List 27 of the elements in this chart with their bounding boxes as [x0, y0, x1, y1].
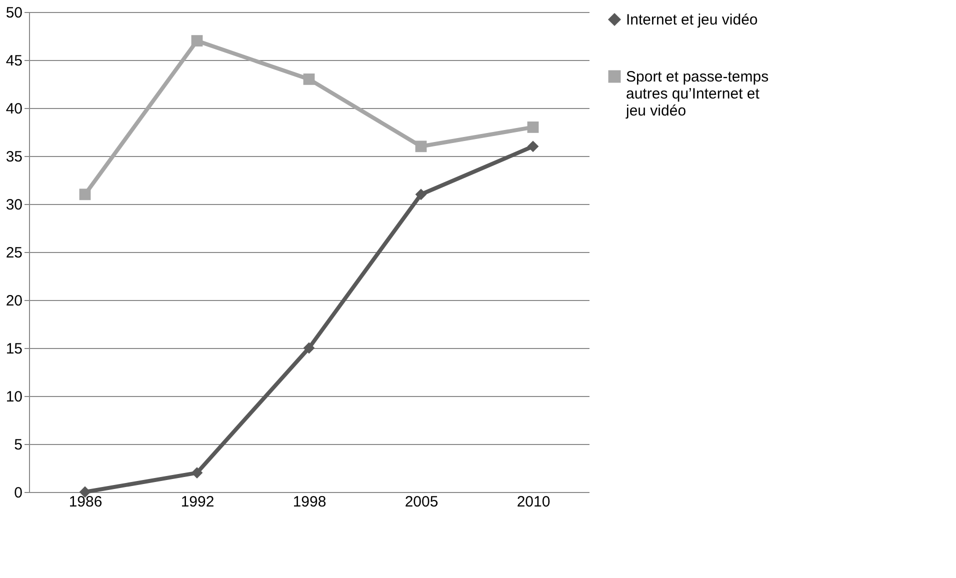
x-tick-label: 2005 [404, 494, 438, 510]
y-tick-label: 5 [14, 436, 22, 454]
y-tick-label: 0 [14, 484, 22, 502]
x-tick-label: 2010 [516, 494, 550, 510]
point [303, 74, 315, 85]
y-tick-label: 20 [6, 292, 22, 310]
point [527, 140, 539, 152]
y-tick-label: 30 [6, 196, 22, 214]
point [527, 122, 539, 133]
point [303, 342, 315, 354]
y-tick-label: 50 [6, 4, 22, 22]
point [191, 35, 203, 46]
x-tick-label: 1986 [68, 494, 102, 510]
y-tick-label: 10 [6, 388, 22, 406]
point [79, 188, 91, 200]
y-tick-label: 45 [6, 52, 22, 70]
point [415, 188, 427, 200]
legend-label: Internet et jeu vidéo [626, 12, 758, 28]
y-tick-label: 40 [6, 100, 22, 118]
y-tick-label: 15 [6, 340, 22, 358]
y-tick-label: 25 [6, 244, 22, 262]
legend-label: Sport et passe-temps autres qu’Internet et jeu vidéo [625, 68, 769, 120]
y-tick-label: 35 [6, 148, 22, 166]
point [415, 140, 427, 152]
point [191, 467, 203, 478]
x-tick-label: 1992 [180, 494, 214, 510]
x-tick-label: 1998 [292, 494, 326, 510]
